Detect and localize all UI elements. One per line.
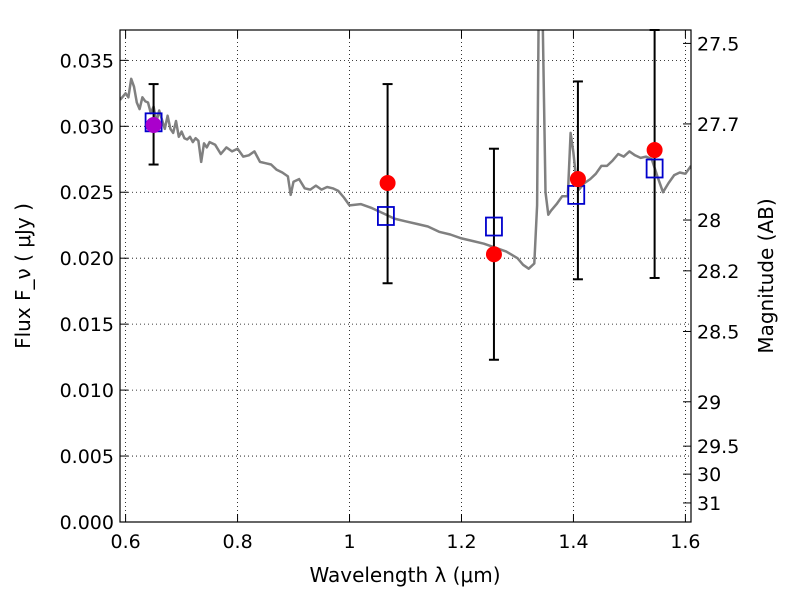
- y-tick-label: 0.010: [60, 380, 114, 402]
- y-tick-label: 0.030: [60, 116, 114, 138]
- y-tick-labels: 0.000 0.005 0.010 0.015 0.020 0.025 0.030 0.035: [60, 50, 114, 534]
- y2-tick-label: 27.5: [697, 33, 739, 55]
- y2-tick-label: 30: [697, 464, 721, 486]
- x-tick-label: 1.4: [558, 531, 588, 553]
- axis-ticks: [120, 30, 691, 523]
- x-tick-label: 1.6: [670, 531, 700, 553]
- model-square: [567, 184, 586, 205]
- y2-axis-title: Magnitude (AB): [754, 198, 778, 353]
- x-tick-label: 0.8: [222, 531, 252, 553]
- spectrum-line: [120, 30, 691, 270]
- observed-point: [145, 116, 162, 133]
- spectrum-line-group: [120, 30, 691, 270]
- y2-tick-labels: 27.5 27.7 28 28.2 28.5 29 29.5 30 31: [697, 33, 739, 515]
- x-tick-label: 1.2: [446, 531, 476, 553]
- y-tick-label: 0.025: [60, 182, 114, 204]
- plot-frame: [119, 29, 692, 523]
- observed-point: [569, 171, 586, 188]
- y-axis-title: Flux F_ν ( μJy ): [11, 203, 35, 349]
- y-tick-label: 0.015: [60, 314, 114, 336]
- error-bars: [148, 29, 660, 361]
- y2-tick-label: 31: [697, 493, 721, 515]
- observed-point: [379, 175, 396, 192]
- x-tick-label: 0.6: [110, 531, 140, 553]
- observed-point: [485, 246, 502, 263]
- model-square: [377, 206, 395, 226]
- x-tick-label: 1: [343, 531, 355, 553]
- grid-lines: [120, 30, 691, 523]
- model-square: [645, 158, 664, 179]
- y2-tick-label: 29: [697, 392, 721, 414]
- y-tick-label: 0.000: [60, 512, 114, 534]
- y2-tick-label: 28.2: [697, 261, 739, 283]
- model-square: [485, 216, 503, 237]
- y2-tick-label: 29.5: [697, 436, 739, 458]
- y2-tick-label: 28.5: [697, 321, 739, 343]
- model-squares: [144, 112, 664, 237]
- x-axis-title: Wavelength λ (μm): [309, 563, 500, 587]
- y2-tick-label: 28: [697, 210, 721, 232]
- y-tick-label: 0.005: [60, 446, 114, 468]
- y2-tick-label: 27.7: [697, 114, 739, 136]
- x-tick-labels: 0.6 0.8 1 1.2 1.4 1.6: [110, 531, 700, 553]
- y-tick-label: 0.020: [60, 248, 114, 270]
- y-tick-label: 0.035: [60, 50, 114, 72]
- observed-point: [646, 142, 663, 159]
- observed-points: [145, 116, 663, 263]
